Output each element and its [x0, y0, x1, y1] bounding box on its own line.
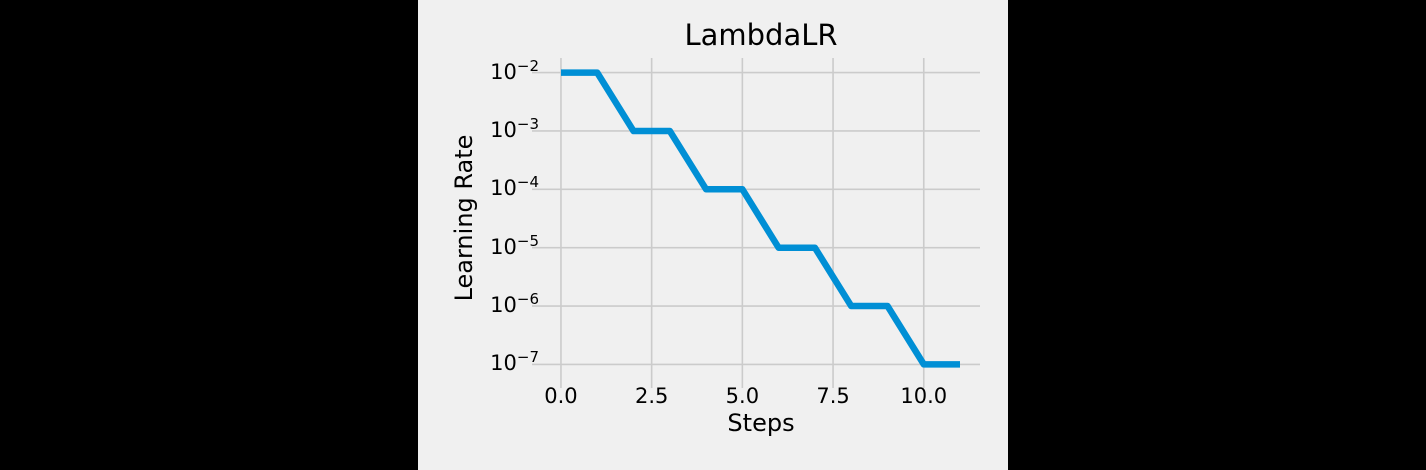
x-tick-label: 7.5 — [816, 384, 850, 408]
y-tick-base: 10 — [490, 293, 517, 318]
y-axis-label: Learning Rate — [449, 134, 478, 302]
y-tick-label: 10−6 — [490, 292, 539, 318]
y-tick-base: 10 — [490, 59, 517, 84]
y-tick-exponent: −4 — [516, 173, 539, 192]
x-tick-label: 10.0 — [900, 384, 948, 408]
y-tick-exponent: −2 — [516, 56, 539, 75]
y-tick-label: 10−2 — [490, 58, 539, 84]
y-tick-exponent: −3 — [516, 115, 539, 134]
x-tick-label: 5.0 — [725, 384, 760, 408]
x-axis-label: Steps — [727, 409, 795, 437]
lr-schedule-line — [561, 69, 960, 368]
y-tick-exponent: −5 — [516, 231, 539, 250]
x-tick-label: 0.0 — [544, 384, 578, 408]
figure: LambdaLR Learning Rate Steps 10−2 10−3 1… — [418, 0, 1008, 470]
y-tick-label: 10−4 — [490, 175, 539, 201]
x-tick-label: 2.5 — [634, 384, 669, 408]
y-tick-exponent: −7 — [516, 348, 539, 367]
y-tick-base: 10 — [490, 118, 517, 143]
y-tick-label: 10−7 — [490, 350, 539, 376]
y-tick-exponent: −6 — [516, 290, 539, 309]
plot-svg — [532, 58, 980, 388]
y-tick-label: 10−3 — [490, 117, 539, 143]
y-tick-label: 10−5 — [490, 233, 539, 259]
chart-title: LambdaLR — [684, 18, 838, 52]
y-tick-base: 10 — [490, 351, 517, 376]
y-tick-base: 10 — [490, 176, 517, 201]
y-tick-base: 10 — [490, 234, 517, 259]
